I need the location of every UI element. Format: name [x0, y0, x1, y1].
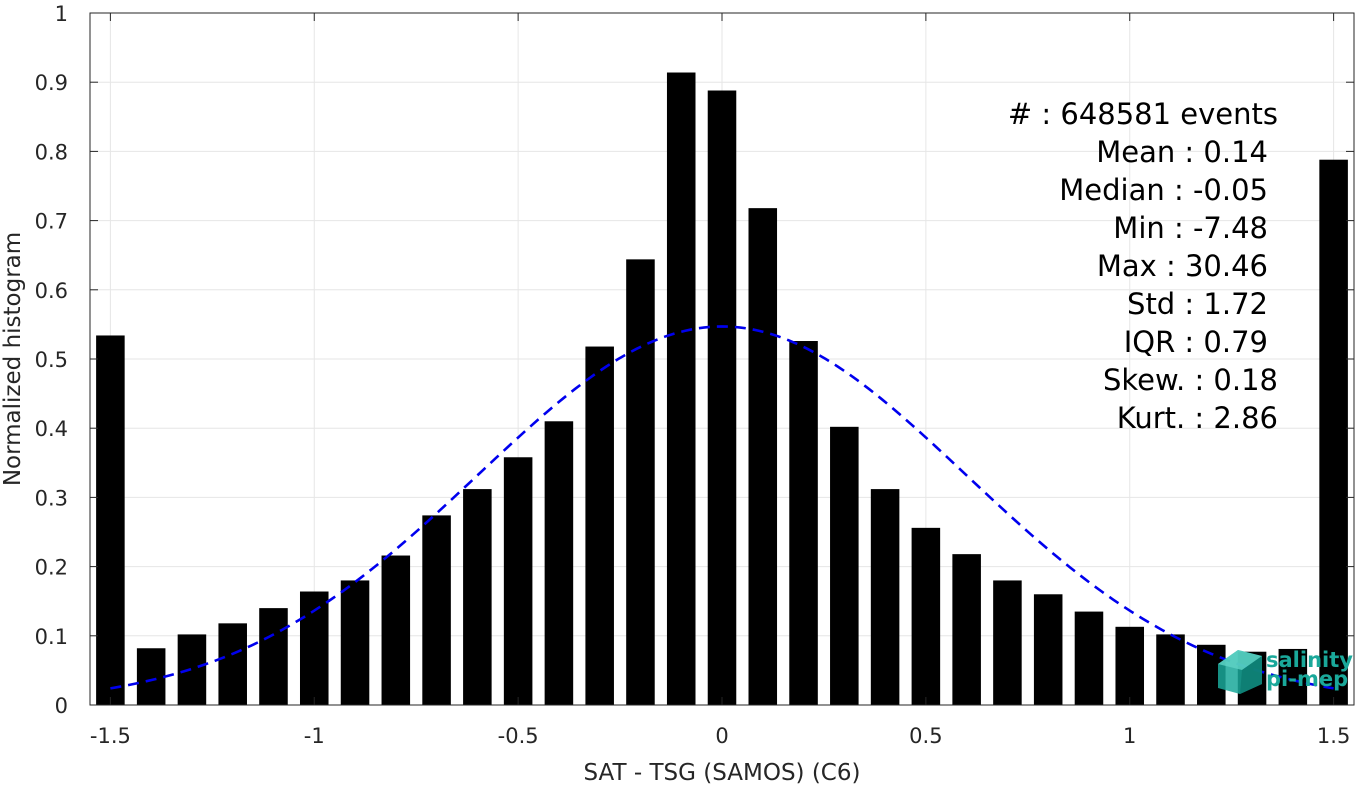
- stats-annotation: # : 648581 events Mean : 0.14 Median : -0.…: [1008, 97, 1278, 435]
- histogram-bar: [870, 489, 900, 705]
- histogram-bar: [1278, 648, 1308, 705]
- histogram-bar: [626, 259, 655, 705]
- histogram-bar: [259, 608, 288, 705]
- y-tick-label: 0.2: [35, 556, 68, 580]
- histogram-bar: [1074, 611, 1104, 705]
- stats-line: IQR : 0.79: [1124, 325, 1268, 359]
- x-tick-label: 1.5: [1317, 724, 1350, 748]
- histogram-bar: [136, 648, 166, 705]
- gaussian-fit-curve: [110, 325, 1334, 690]
- stats-line: Std : 1.72: [1127, 287, 1268, 321]
- y-tick-label: 0.1: [35, 625, 68, 649]
- histogram-bar: [299, 591, 329, 705]
- histogram-bar: [340, 580, 370, 705]
- logo-text-pimep: pi-mep: [1266, 667, 1348, 691]
- histogram-bar: [585, 346, 614, 705]
- y-tick-label: 0.7: [35, 210, 68, 234]
- y-tick-label: 0.8: [35, 140, 68, 164]
- histogram-bar: [218, 623, 247, 705]
- bars: [96, 72, 1348, 706]
- x-tick-label: 0.5: [909, 724, 942, 748]
- histogram-bar: [381, 555, 411, 705]
- x-tick-label: -1.5: [90, 724, 131, 748]
- stats-line: Min : -7.48: [1113, 211, 1268, 245]
- y-tick-label: 0.5: [35, 348, 68, 372]
- y-tick-label: 0.3: [35, 486, 68, 510]
- stats-line: Mean : 0.14: [1096, 135, 1268, 169]
- y-tick-label: 0.9: [35, 71, 68, 95]
- y-tick-label: 0.6: [35, 279, 68, 303]
- histogram-bar: [830, 426, 859, 705]
- x-tick-labels: -1.5 -1 -0.5 0 0.5 1 1.5: [90, 724, 1350, 748]
- y-tick-label: 1: [55, 2, 68, 26]
- stats-line: Max : 30.46: [1097, 249, 1268, 283]
- stats-line: # : 648581 events: [1008, 97, 1278, 131]
- histogram-bar: [707, 90, 737, 705]
- histogram-bar: [789, 341, 818, 705]
- histogram-bar: [952, 554, 981, 705]
- y-tick-labels: 0 0.1 0.2 0.3 0.4 0.5 0.6 0.7 0.8 0.9 1: [35, 2, 68, 718]
- histogram-bar: [993, 580, 1022, 705]
- histogram-bar: [463, 489, 492, 705]
- logo-text-salinity: salinity: [1266, 648, 1353, 672]
- y-tick-label: 0.4: [35, 417, 68, 441]
- histogram-bar: [177, 634, 207, 705]
- histogram-bar: [503, 457, 533, 705]
- histogram-bar: [1319, 159, 1348, 706]
- stats-line: Skew. : 0.18: [1103, 363, 1278, 397]
- histogram-bar: [911, 527, 941, 705]
- x-tick-label: 0: [715, 724, 728, 748]
- salinity-pi-mep-logo: salinity pi-mep: [1218, 648, 1353, 694]
- x-axis-label: SAT - TSG (SAMOS) (C6): [584, 760, 861, 785]
- logo-cube-icon: [1218, 650, 1262, 694]
- x-tick-label: -0.5: [498, 724, 539, 748]
- histogram-bar: [1156, 634, 1185, 705]
- stats-line: Median : -0.05: [1059, 173, 1268, 207]
- histogram-bar: [1115, 626, 1145, 705]
- y-axis-label: Normalized histogram: [0, 232, 26, 486]
- stats-line: Kurt. : 2.86: [1117, 401, 1278, 435]
- histogram-bar: [96, 335, 125, 705]
- x-tick-label: -1: [304, 724, 325, 748]
- histogram-bar: [748, 208, 778, 706]
- histogram-bar: [422, 515, 451, 705]
- ticks: [90, 12, 1354, 706]
- histogram-bar: [1033, 594, 1063, 705]
- histogram-bar: [544, 421, 574, 705]
- y-tick-label: 0: [55, 694, 68, 718]
- histogram-bar: [666, 72, 696, 705]
- x-tick-label: 1: [1123, 724, 1136, 748]
